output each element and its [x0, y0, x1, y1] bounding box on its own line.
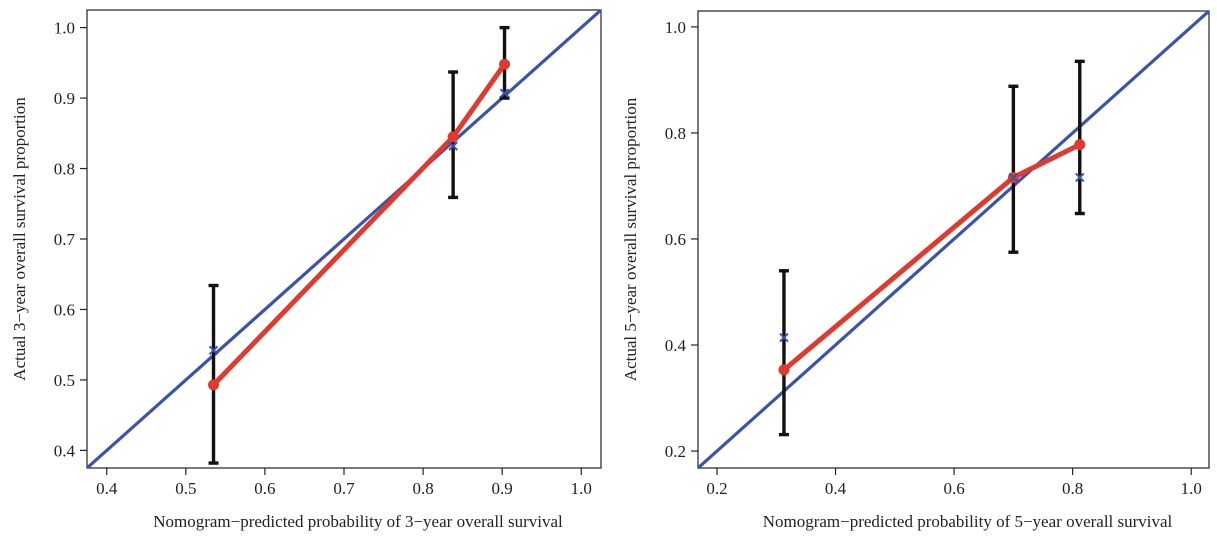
y-tick-label: 1.0	[665, 18, 686, 37]
bias-corrected-marker	[779, 332, 789, 343]
calibration-point	[499, 58, 511, 70]
x-tick-label: 0.4	[825, 479, 847, 498]
x-tick-label: 0.2	[706, 479, 727, 498]
y-tick-label: 0.2	[665, 442, 686, 461]
x-axis-label: Nomogram−predicted probability of 3−year…	[153, 512, 563, 531]
y-tick-label: 0.9	[54, 89, 75, 108]
y-tick-label: 0.4	[665, 336, 687, 355]
y-tick-label: 0.6	[54, 300, 75, 319]
x-tick-label: 0.9	[492, 479, 513, 498]
y-tick-label: 1.0	[54, 19, 75, 38]
plot-area	[698, 11, 1209, 468]
y-tick-label: 0.8	[54, 160, 75, 179]
y-tick-label: 0.7	[54, 230, 76, 249]
calibration-point	[778, 364, 790, 376]
y-tick-label: 0.5	[54, 371, 75, 390]
bias-corrected-marker	[1008, 172, 1019, 183]
calibration-chart-5-year: 0.2 0.4 0.6 0.8 1.0 0.2 0.4 0.6 0.8 1.0 Nomogram−p…	[621, 10, 1210, 531]
calibration-point	[447, 131, 459, 143]
calibration-point	[208, 379, 220, 391]
bias-corrected-marker	[208, 345, 219, 356]
y-axis-label: Actual 3−year overall survival proportio…	[10, 97, 29, 381]
x-tick-label: 0.6	[943, 479, 964, 498]
plot-area	[87, 10, 601, 468]
ideal-line	[87, 10, 601, 468]
x-tick-label: 0.5	[175, 479, 196, 498]
y-tick-label: 0.4	[54, 441, 76, 460]
x-tick-label: 1.0	[1181, 479, 1202, 498]
calibration-chart-3-year: 0.4 0.5 0.6 0.7 0.8 0.9 1.0 0.4 0.5 0.6 0.7 0.8 0.9 1…	[10, 9, 602, 531]
y-tick-label: 0.6	[665, 230, 686, 249]
ideal-line	[698, 11, 1209, 468]
x-tick-label: 1.0	[571, 479, 592, 498]
bias-corrected-marker	[1075, 172, 1085, 183]
x-tick-label: 0.8	[412, 479, 433, 498]
bias-corrected-marker	[448, 141, 458, 151]
x-tick-label: 0.8	[1062, 479, 1083, 498]
x-tick-label: 0.4	[96, 479, 118, 498]
x-axis-label: Nomogram−predicted probability of 5−year…	[763, 512, 1173, 531]
calibration-point	[1074, 139, 1086, 151]
y-tick-label: 0.8	[665, 124, 686, 143]
bias-corrected-marker	[499, 88, 510, 98]
x-tick-label: 0.6	[254, 479, 275, 498]
x-tick-label: 0.7	[333, 479, 355, 498]
y-axis-label: Actual 5−year overall survival proportio…	[621, 97, 640, 381]
